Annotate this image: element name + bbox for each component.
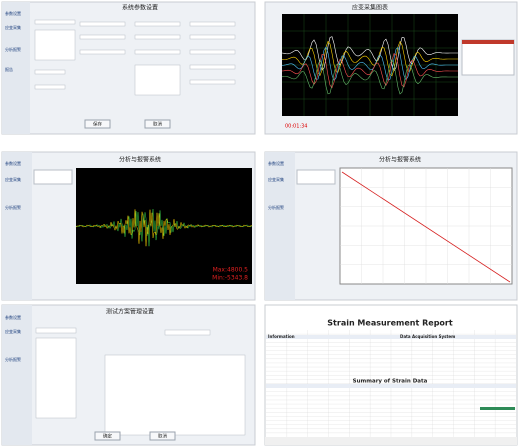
waveforms [281, 36, 458, 95]
legend-table [33, 169, 73, 185]
button[interactable] [94, 431, 121, 441]
window-title: 分析与报警系统 [379, 156, 421, 164]
trend-line [341, 171, 511, 283]
nav-item[interactable]: 参数设置 [268, 160, 284, 166]
sidebar [2, 2, 30, 134]
form-fields [34, 19, 236, 96]
button[interactable] [149, 431, 176, 441]
window-title: 测试方案管理设置 [106, 308, 154, 316]
nav-item[interactable]: 应变采集 [5, 328, 21, 334]
waveform [281, 46, 458, 81]
table-header [462, 40, 514, 44]
status-cell [480, 407, 515, 410]
cell-grid [266, 330, 516, 437]
sidebar [2, 152, 32, 300]
section-header [266, 384, 516, 388]
nav-item[interactable]: 报告 [5, 66, 13, 72]
button-label[interactable]: 取消 [158, 433, 167, 440]
sidebar [265, 152, 295, 300]
waveforms [75, 209, 253, 247]
button-label[interactable]: 保存 [93, 121, 102, 128]
nav-item[interactable]: 应变采集 [268, 176, 284, 182]
section-label: Summary of Strain Data [353, 379, 428, 385]
waveform [281, 53, 458, 89]
button-label[interactable]: 取消 [153, 121, 162, 128]
nav-item[interactable]: 参数设置 [5, 160, 21, 166]
waveform [281, 36, 458, 72]
window-title: 应变采集图表 [352, 4, 388, 12]
button[interactable] [84, 119, 111, 129]
button[interactable] [144, 119, 171, 129]
nav-item[interactable]: 参数设置 [5, 10, 21, 16]
waveform [75, 209, 253, 247]
channel-table [461, 39, 515, 76]
waveform [281, 59, 458, 95]
window-title: 系统参数设置 [122, 4, 158, 12]
nav-item[interactable]: 分析报警 [5, 46, 21, 52]
window-title: 分析与报警系统 [119, 156, 161, 164]
form-fields [35, 327, 246, 436]
annotation: Min:-5343.8 [212, 275, 248, 282]
section-label: Data Acquisition System [400, 334, 455, 339]
waveform [75, 209, 253, 247]
section-header [266, 335, 516, 339]
waveform [281, 40, 458, 77]
sheet-tabs [265, 437, 517, 445]
nav-item[interactable]: 分析报警 [5, 204, 21, 210]
plot-grid [340, 168, 512, 284]
legend-table [296, 169, 336, 185]
annotation: Max:4800.5 [213, 267, 249, 274]
report-title: Strain Measurement Report [327, 319, 453, 328]
elapsed-time: 00:01:34 [285, 124, 307, 130]
nav-item[interactable]: 应变采集 [5, 176, 21, 182]
sidebar [2, 305, 32, 445]
button-label[interactable]: 确定 [103, 433, 112, 440]
nav-item[interactable]: 分析报警 [268, 204, 284, 210]
nav-item[interactable]: 参数设置 [5, 314, 21, 320]
nav-item[interactable]: 分析报警 [5, 356, 21, 362]
section-label: Information [268, 334, 295, 339]
nav-item[interactable]: 应变采集 [5, 24, 21, 30]
